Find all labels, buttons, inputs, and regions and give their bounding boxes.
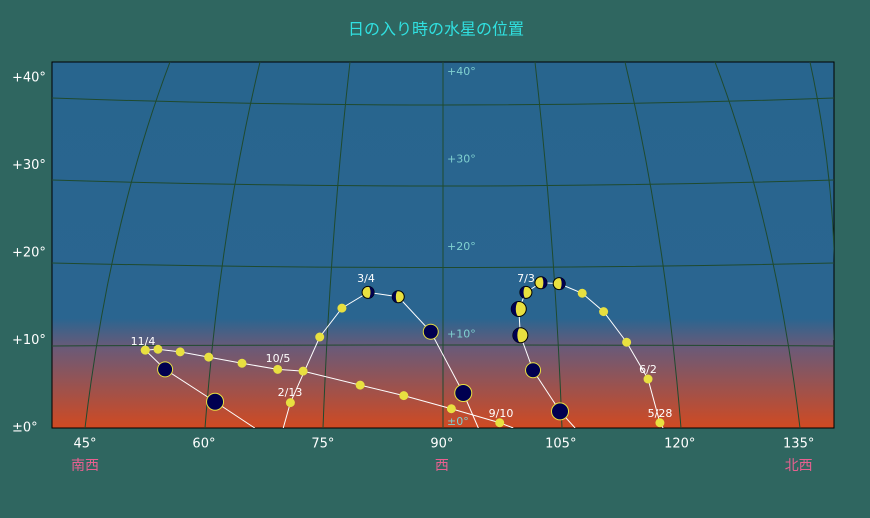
planet (422, 323, 439, 340)
planet-shadow (368, 286, 375, 299)
alt-label: +40° (12, 71, 46, 86)
az-label: 75° (311, 437, 334, 452)
planet (643, 374, 653, 384)
date-label: 7/3 (517, 272, 535, 285)
planet (446, 404, 456, 414)
planet-shadow (511, 301, 519, 317)
date-label: 6/2 (639, 363, 657, 376)
direction-label: 西 (435, 458, 449, 474)
planet (140, 345, 150, 355)
date-label: 10/5 (266, 352, 291, 365)
az-label: 105° (545, 437, 576, 452)
planet-shadow (392, 290, 399, 303)
alt-label-center: +10° (447, 328, 476, 341)
planet-shadow (540, 276, 547, 289)
date-label: 2/13 (278, 386, 303, 399)
planet (577, 288, 587, 298)
planet (495, 418, 505, 428)
az-label: 60° (192, 437, 215, 452)
date-label: 11/4 (131, 335, 156, 348)
planet (153, 344, 163, 354)
date-label: 9/10 (489, 407, 514, 420)
planet (599, 307, 609, 317)
planet (298, 366, 308, 376)
planet (204, 352, 214, 362)
planet (454, 384, 473, 402)
date-label: 3/4 (357, 272, 375, 285)
tracks (140, 276, 665, 428)
alt-label-center: +20° (447, 240, 476, 253)
az-label: 90° (430, 437, 453, 452)
planet (337, 303, 347, 313)
direction-label: 北西 (785, 458, 813, 474)
track-line (144, 349, 255, 428)
alt-label-center: ±0° (447, 415, 469, 428)
planet (655, 418, 665, 428)
planet (273, 364, 283, 374)
planet (175, 347, 185, 357)
alt-label: +30° (12, 158, 46, 173)
title: 日の入り時の水星の位置 (348, 20, 524, 39)
planet (285, 398, 295, 408)
date-label: 5/28 (648, 407, 673, 420)
alt-label: ±0° (12, 421, 38, 436)
planet-shadow (512, 327, 521, 343)
planet (237, 358, 247, 368)
planet (206, 392, 225, 411)
planet (622, 337, 632, 347)
alt-label-center: +40° (447, 65, 476, 78)
grid (52, 62, 834, 428)
planet (399, 391, 409, 401)
planet (525, 362, 542, 379)
planet (355, 380, 365, 390)
planet-shadow (519, 286, 526, 299)
alt-label-center: +30° (447, 153, 476, 166)
direction-label: 南西 (71, 458, 99, 474)
alt-label: +20° (12, 246, 46, 261)
planet-shadow (559, 277, 566, 290)
alt-label: +10° (12, 333, 46, 348)
az-label: 135° (783, 437, 814, 452)
az-label: 120° (664, 437, 695, 452)
planet (157, 361, 174, 378)
az-label: 45° (73, 437, 96, 452)
planet (315, 332, 325, 342)
planet (551, 402, 570, 421)
